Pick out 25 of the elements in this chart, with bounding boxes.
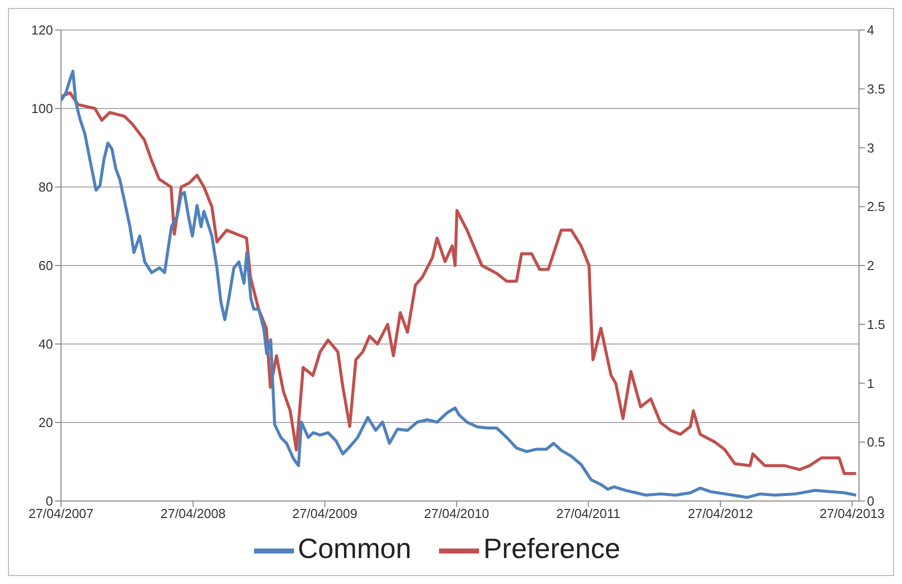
legend-label: Preference [483,533,620,564]
y2-tick-label: 2 [867,258,874,274]
x-tick-label: 27/04/2012 [688,506,753,522]
y2-tick-label: 2.5 [867,199,886,214]
x-tick-label: 27/04/2008 [160,506,226,522]
x-tick-label: 27/04/2009 [292,506,358,522]
y2-tick-label: 4 [867,22,874,38]
y2-tick-label: 3 [867,140,874,156]
x-tick-label: 27/04/2007 [28,506,94,522]
y-tick-label: 0 [46,494,53,509]
x-tick-label: 27/04/2011 [556,506,620,522]
y-tick-label: 60 [38,258,53,274]
y-tick-label: 80 [38,180,53,195]
y2-tick-label: 1.5 [867,316,886,332]
x-tick-label: 27/04/2013 [820,506,885,522]
y-tick-label: 40 [38,336,53,352]
y2-tick-label: 3.5 [867,81,886,96]
legend-label: Common [298,533,412,564]
x-tick-label: 27/04/2010 [424,506,490,522]
y2-tick-label: 0.5 [867,434,886,450]
y2-tick-label: 1 [867,376,874,391]
y-tick-label: 100 [31,101,53,116]
y-tick-label: 120 [31,22,53,38]
y2-tick-label: 0 [867,494,874,509]
y-tick-label: 20 [38,415,53,430]
